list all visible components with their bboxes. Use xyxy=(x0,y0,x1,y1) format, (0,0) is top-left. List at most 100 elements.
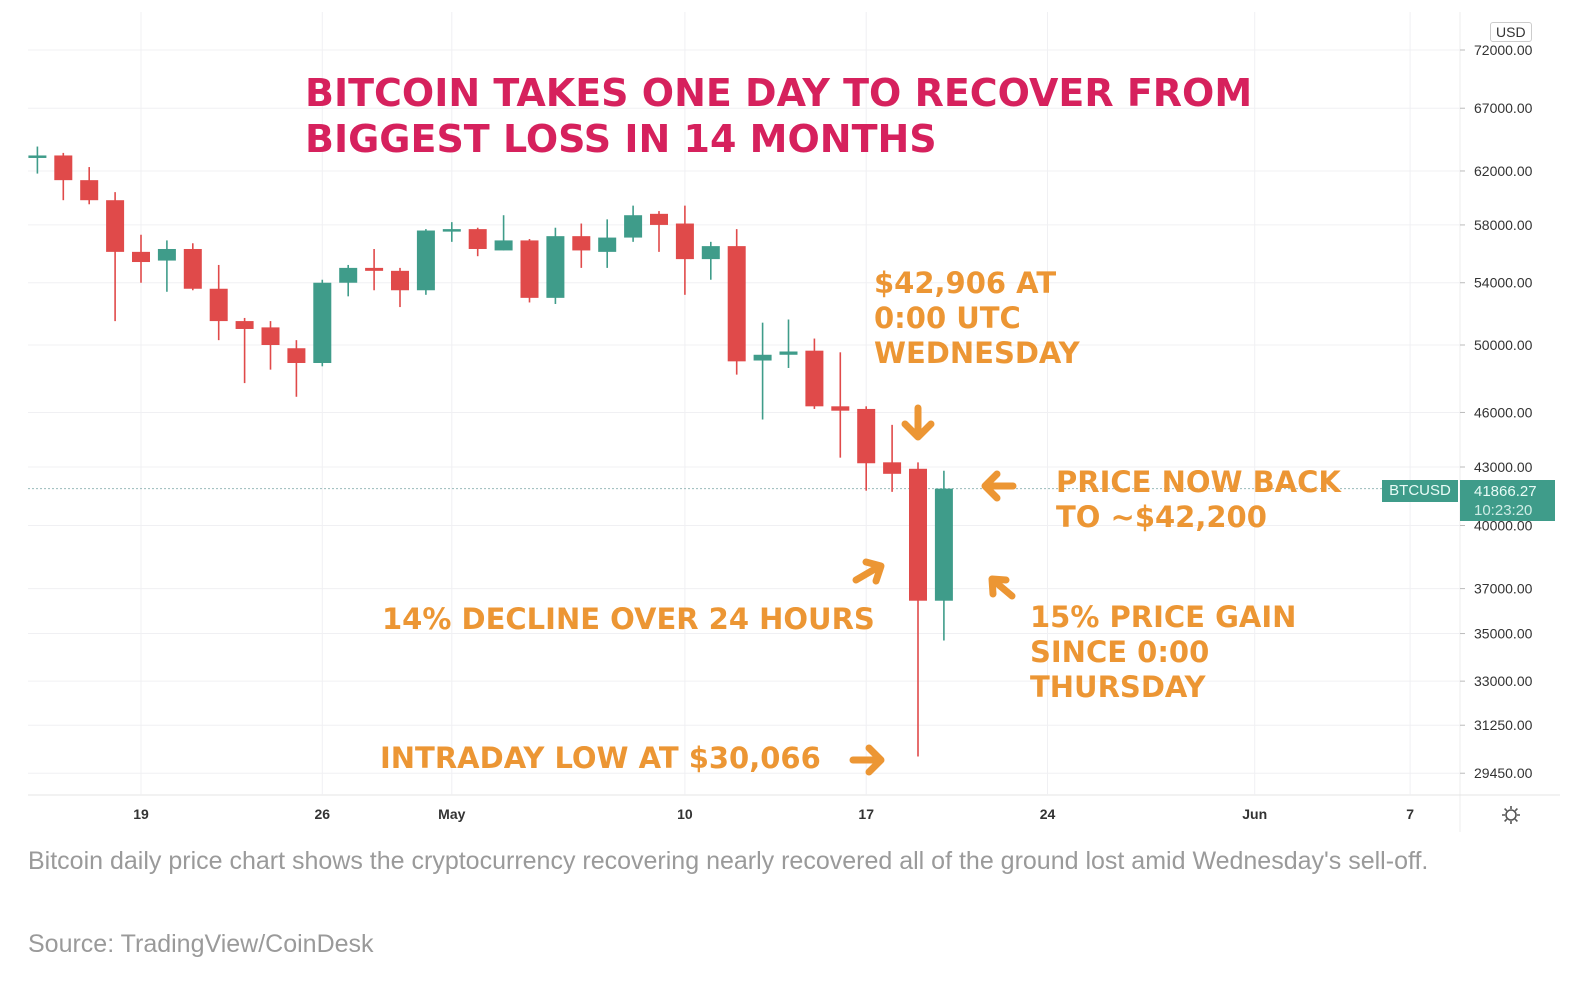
x-tick-label: Jun xyxy=(1242,806,1267,822)
candle-body xyxy=(442,229,461,232)
y-tick-label: 72000.00 xyxy=(1474,42,1533,58)
candle xyxy=(442,222,461,242)
candle-body xyxy=(391,270,409,291)
candle xyxy=(468,227,487,257)
candle-body xyxy=(572,236,591,251)
candle xyxy=(779,319,798,368)
candle xyxy=(753,322,772,420)
candle-body xyxy=(883,462,902,474)
candle-body xyxy=(857,408,876,464)
candle-body xyxy=(546,236,565,298)
candles xyxy=(28,146,953,757)
x-tick-label: 19 xyxy=(133,806,149,822)
chart-title: BITCOIN TAKES ONE DAY TO RECOVER FROM BI… xyxy=(305,71,1253,161)
last-price: 41866.27 xyxy=(1474,483,1537,500)
annotation-price-gain: 15% PRICE GAIN SINCE 0:00 THURSDAY xyxy=(1030,600,1297,704)
candle-body xyxy=(183,248,202,289)
x-tick-label: 26 xyxy=(315,806,331,822)
candle-body xyxy=(132,251,150,263)
y-tick-label: 62000.00 xyxy=(1474,163,1533,179)
candle-body xyxy=(416,230,435,291)
x-tick-label: 7 xyxy=(1406,806,1414,822)
candle-body xyxy=(727,246,746,362)
y-tick-label: 58000.00 xyxy=(1474,217,1533,233)
price-axis[interactable]: 72000.00 67000.00 62000.00 58000.00 54000.00… xyxy=(1460,42,1533,781)
candle xyxy=(572,223,591,268)
candle-body xyxy=(831,406,850,411)
symbol-tag: BTCUSD xyxy=(1382,480,1458,502)
arrow-down-icon xyxy=(901,404,935,441)
candle-body xyxy=(520,240,539,298)
arrow-up-left-icon xyxy=(988,575,1016,600)
candle xyxy=(934,470,953,641)
candle xyxy=(546,227,565,304)
arrow-right-icon xyxy=(849,744,885,776)
candle-body xyxy=(106,200,125,252)
last-price-tag: 41866.27 10:23:20 xyxy=(1460,480,1555,521)
y-tick-label: 40000.00 xyxy=(1474,518,1533,534)
candle-body xyxy=(494,240,513,251)
candle-body xyxy=(624,215,643,238)
candle xyxy=(598,219,617,268)
candle xyxy=(675,205,694,295)
candle xyxy=(857,406,876,491)
annotation-open-wednesday: $42,906 AT 0:00 UTC WEDNESDAY xyxy=(874,266,1080,370)
candle-body xyxy=(261,327,280,345)
y-tick-label: 46000.00 xyxy=(1474,404,1533,420)
candle xyxy=(157,240,176,292)
candle-body xyxy=(209,288,228,322)
candle xyxy=(805,338,824,409)
candle-body xyxy=(753,354,772,361)
candle xyxy=(106,192,125,322)
candle xyxy=(883,424,902,492)
candle-body xyxy=(157,248,176,261)
arrow-left-icon xyxy=(981,470,1017,502)
candle-body xyxy=(598,237,617,252)
candle-body xyxy=(701,246,720,260)
candle xyxy=(80,167,99,205)
caption: Bitcoin daily price chart shows the cryp… xyxy=(28,847,1429,875)
y-tick-label: 37000.00 xyxy=(1474,581,1533,597)
candle xyxy=(313,279,332,367)
candle-body xyxy=(80,180,99,201)
candle-body xyxy=(365,267,384,271)
candlestick-chart: 72000.00 67000.00 62000.00 58000.00 54000.00… xyxy=(28,12,1560,832)
candle xyxy=(727,229,746,375)
candle xyxy=(624,205,643,242)
y-tick-label: 67000.00 xyxy=(1474,100,1533,116)
annotation-price-now-back: PRICE NOW BACK TO ~$42,200 xyxy=(1056,465,1341,534)
candle-body xyxy=(235,321,254,329)
candle-body xyxy=(54,155,73,181)
candle xyxy=(287,340,306,397)
candle xyxy=(54,152,73,201)
gear-icon[interactable] xyxy=(1502,806,1520,824)
x-tick-label: 24 xyxy=(1040,806,1056,822)
candle-body xyxy=(287,348,306,363)
candle xyxy=(183,243,202,291)
candle xyxy=(701,241,720,280)
annotation-intraday-low: INTRADAY LOW AT $30,066 xyxy=(380,741,821,775)
candle-body xyxy=(313,282,332,363)
candle xyxy=(339,264,358,297)
candle xyxy=(831,352,850,458)
currency-label[interactable]: USD xyxy=(1490,22,1532,42)
time-axis[interactable]: 19 26 May 10 17 24 Jun 7 xyxy=(133,806,1414,822)
candle-body xyxy=(28,155,47,158)
y-tick-label: 54000.00 xyxy=(1474,275,1533,291)
source: Source: TradingView/CoinDesk xyxy=(28,930,374,958)
candle xyxy=(365,248,384,291)
candle xyxy=(520,238,539,303)
candle xyxy=(391,267,409,308)
arrow-up-right-icon xyxy=(852,558,885,585)
candle xyxy=(909,462,927,757)
y-tick-label: 50000.00 xyxy=(1474,337,1533,353)
candle-body xyxy=(468,229,487,249)
candle-body xyxy=(675,223,694,260)
candle xyxy=(209,264,228,341)
annotation-decline: 14% DECLINE OVER 24 HOURS xyxy=(382,602,875,636)
candle-body xyxy=(339,267,358,283)
y-tick-label: 33000.00 xyxy=(1474,673,1533,689)
candle xyxy=(28,146,47,174)
candle xyxy=(132,234,150,283)
countdown: 10:23:20 xyxy=(1474,502,1533,519)
